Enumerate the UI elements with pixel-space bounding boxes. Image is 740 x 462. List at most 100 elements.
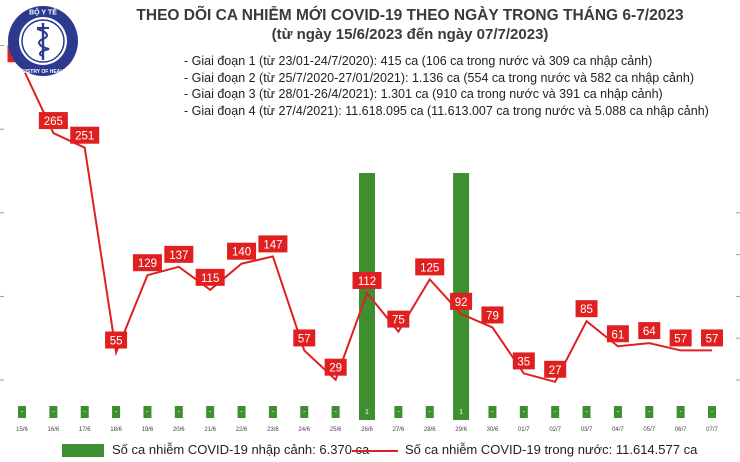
data-label: 251: [75, 131, 94, 143]
data-label: 125: [420, 262, 439, 274]
data-label-box: [352, 271, 382, 289]
phase-note: - Giai đoạn 2 (từ 25/7/2020-27/01/2021):…: [184, 70, 694, 85]
phase-note: - Giai đoạn 3 (từ 28/01-26/4/2021): 1.30…: [184, 87, 663, 101]
data-label: 112: [358, 276, 376, 288]
data-label: 115: [201, 273, 219, 285]
bar-value-label: -: [240, 409, 243, 416]
bar: [645, 406, 654, 418]
bar-value-label: -: [115, 409, 118, 416]
data-label: 55: [110, 336, 123, 348]
bar-value-label: -: [21, 409, 24, 416]
bar: [394, 406, 403, 418]
x-tick-label: 24/6: [298, 427, 310, 433]
bar-value-label: -: [491, 409, 494, 416]
bar: [49, 406, 58, 418]
data-label: 57: [674, 333, 687, 345]
x-tick-label: 29/6: [455, 427, 467, 433]
phase-note: - Giai đoạn 4 (từ 27/4/2021): 11.618.095…: [184, 103, 709, 118]
domestic-cases-line: [21, 65, 712, 383]
data-label: 137: [169, 250, 188, 262]
legend-line-label: Số ca nhiễm COVID-19 trong nước: 11.614.…: [405, 442, 698, 457]
data-label-box: [606, 325, 629, 343]
data-label-box: [38, 112, 68, 130]
bar-value-label: -: [52, 409, 55, 416]
data-label-box: [324, 358, 347, 376]
bar: [143, 406, 152, 418]
bar: [488, 406, 497, 418]
bar: [425, 406, 434, 418]
data-label: 265: [44, 116, 63, 128]
bar-value-label: -: [334, 409, 337, 416]
data-label-box: [638, 322, 661, 340]
data-label-box: [481, 306, 504, 324]
data-label-box: [512, 352, 535, 370]
data-label: 79: [486, 310, 499, 322]
x-tick-label: 23/6: [267, 427, 279, 433]
logo-top-text: BỘ Y TẾ: [29, 7, 57, 17]
x-tick-label: 06/7: [675, 427, 687, 433]
legend-line-swatch: [352, 450, 398, 452]
bar-value-label: -: [303, 409, 306, 416]
bar-value-label: -: [84, 409, 87, 416]
data-label-box: [450, 292, 473, 310]
snake-icon: [36, 28, 50, 57]
data-label-box: [293, 329, 316, 347]
bar-value-label: -: [272, 409, 275, 416]
data-label: 147: [263, 239, 282, 251]
data-label-box: [258, 235, 288, 253]
bar-value-label: -: [679, 409, 682, 416]
x-tick-label: 16/6: [48, 427, 60, 433]
data-label-box: [544, 360, 567, 378]
bar-series: - - - - - - - - - - - 1 - - 1 - - - - - - - -: [18, 173, 716, 420]
x-tick-label: 19/6: [142, 427, 154, 433]
data-label: 57: [298, 333, 311, 345]
x-tick-label: 05/7: [643, 427, 655, 433]
x-tick-label: 15/6: [16, 427, 28, 433]
data-label-box: [195, 268, 225, 286]
data-label-box: [227, 242, 257, 260]
x-tick-label: 30/6: [487, 427, 499, 433]
data-label: 64: [643, 326, 656, 338]
data-label-box: [669, 329, 692, 347]
x-tick-label: 28/6: [424, 427, 436, 433]
x-tick-label: 25/6: [330, 427, 342, 433]
bar: [331, 406, 340, 418]
x-tick-label: 26/6: [361, 427, 373, 433]
x-tick-label: 03/7: [581, 427, 593, 433]
bar-value-label: 1: [365, 409, 369, 416]
data-label-box: [701, 329, 723, 347]
x-tick-label: 17/6: [79, 427, 91, 433]
bar: [300, 406, 309, 418]
bar-value-label: -: [397, 409, 400, 416]
bar-value-label: -: [146, 409, 149, 416]
data-label: 85: [580, 304, 593, 316]
bar-value-label: 1: [459, 409, 463, 416]
legend-bar-label: Số ca nhiễm COVID-19 nhập cảnh: 6.370 ca: [112, 442, 370, 457]
bar: [582, 406, 591, 418]
data-label: 140: [232, 247, 251, 259]
bar: [551, 406, 560, 418]
data-label: 129: [138, 258, 157, 270]
data-label-box: [70, 126, 100, 144]
bar: [268, 406, 277, 418]
y-axis-ticks: [0, 45, 740, 381]
chart-subtitle: (từ ngày 15/6/2023 đến ngày 07/7/2023): [271, 26, 549, 43]
bar: [80, 406, 89, 418]
bar-value-label: -: [711, 409, 714, 416]
bar-value-label: -: [617, 409, 620, 416]
bar-value-label: -: [585, 409, 588, 416]
bar-value-label: -: [648, 409, 651, 416]
x-tick-labels: 15/6 16/6 17/6 18/6 19/6 20/6 21/6 22/6 23/6 24/6…: [16, 427, 718, 433]
data-label-box: [105, 331, 128, 349]
data-label: 92: [455, 297, 468, 309]
x-tick-label: 21/6: [204, 427, 216, 433]
data-label: 75: [392, 315, 405, 327]
bar: [112, 406, 121, 418]
x-tick-label: 18/6: [110, 427, 122, 433]
x-tick-label: 27/6: [393, 427, 405, 433]
data-label: 27: [549, 365, 562, 377]
bar-value-label: -: [209, 409, 212, 416]
x-tick-label: 04/7: [612, 427, 624, 433]
bar: [206, 406, 215, 418]
